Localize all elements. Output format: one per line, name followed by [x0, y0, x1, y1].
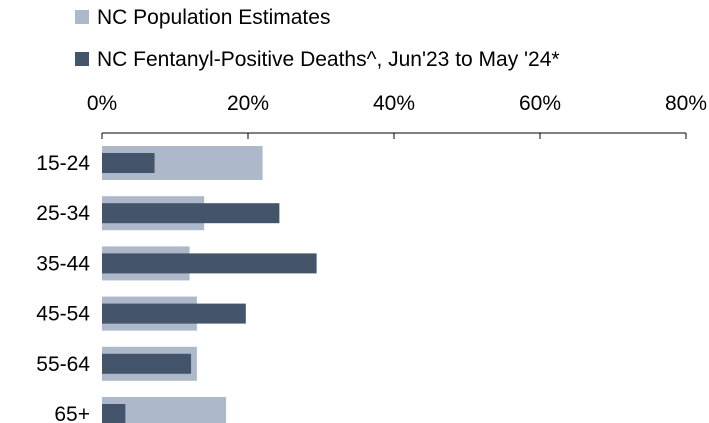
x-tick-label: 20% [227, 92, 269, 115]
category-label: 55-64 [36, 353, 90, 376]
category-label: 35-44 [36, 252, 90, 275]
category-label: 45-54 [36, 303, 90, 326]
x-tick-label: 60% [519, 92, 561, 115]
y-axis-labels: 15-24 25-34 35-44 45-54 55-64 65+ [36, 152, 90, 423]
legend-swatch [75, 52, 89, 66]
deaths-bar [102, 353, 192, 374]
legend-label: NC Fentanyl-Positive Deaths^, Jun'23 to … [97, 48, 560, 71]
plot-area [102, 146, 317, 423]
category-label: 65+ [54, 403, 90, 423]
legend-swatch [75, 10, 89, 24]
deaths-bar [102, 203, 280, 224]
x-tick-label: 0% [87, 92, 117, 115]
x-tick-label: 40% [373, 92, 415, 115]
x-axis: 0% 20% 40% 60% 80% [87, 92, 707, 139]
deaths-bar [102, 404, 126, 423]
deaths-bar [102, 153, 155, 173]
x-tick-label: 80% [665, 92, 707, 115]
legend: NC Population Estimates NC Fentanyl-Posit… [75, 6, 560, 71]
category-label: 25-34 [36, 202, 90, 225]
legend-label: NC Population Estimates [97, 6, 330, 29]
deaths-bar [102, 253, 317, 274]
deaths-bar [102, 303, 246, 324]
category-label: 15-24 [36, 152, 90, 175]
